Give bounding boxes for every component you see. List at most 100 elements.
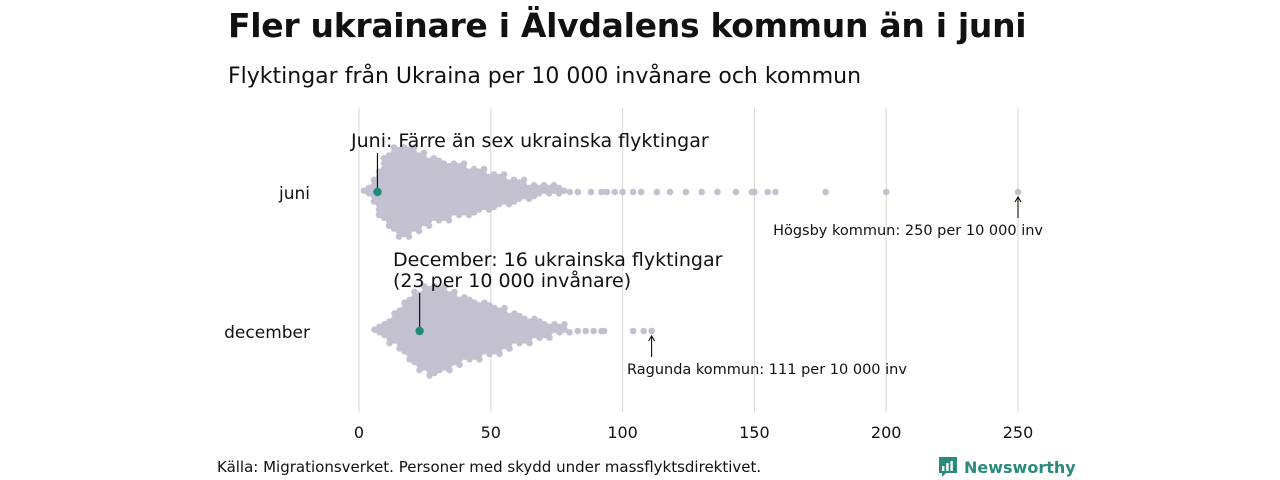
dot — [506, 334, 513, 342]
dot — [386, 334, 393, 342]
dot — [471, 299, 478, 307]
dot — [430, 192, 438, 200]
dot — [370, 182, 378, 189]
dot — [516, 318, 523, 325]
dot — [446, 366, 453, 374]
dot — [416, 339, 423, 347]
dot — [491, 304, 498, 312]
dot — [421, 348, 428, 355]
dot — [410, 165, 418, 173]
dot — [406, 296, 413, 304]
dot — [546, 323, 553, 331]
dot — [476, 318, 483, 325]
dot — [471, 342, 478, 350]
dot — [531, 315, 538, 323]
dot — [480, 198, 488, 205]
outlier-dot — [566, 188, 574, 196]
dot — [441, 358, 448, 366]
dot — [390, 176, 398, 184]
dot — [380, 198, 388, 205]
dot — [430, 155, 438, 162]
dot — [431, 283, 438, 290]
dot — [415, 152, 423, 159]
dot — [390, 171, 398, 178]
dot — [380, 176, 388, 184]
dot — [426, 302, 433, 309]
dot — [411, 337, 418, 344]
dot — [475, 200, 483, 208]
dot — [415, 211, 423, 219]
dot — [516, 329, 523, 336]
dot — [451, 304, 458, 312]
dot — [395, 211, 403, 219]
dot — [540, 182, 548, 189]
dot — [445, 195, 453, 202]
dot — [536, 334, 543, 342]
dot — [411, 315, 418, 323]
dot — [491, 321, 498, 328]
dot — [481, 304, 488, 312]
dot — [520, 176, 528, 184]
dot — [441, 304, 448, 312]
dot — [411, 288, 418, 296]
dot — [416, 334, 423, 342]
dot — [410, 192, 418, 200]
dot — [395, 146, 403, 154]
dot — [426, 307, 433, 315]
outlier-dot — [637, 188, 645, 196]
dot — [415, 195, 423, 202]
dot — [426, 291, 433, 298]
dot — [385, 168, 393, 175]
dot — [470, 192, 478, 200]
dot — [501, 310, 508, 317]
dot — [451, 337, 458, 344]
dot — [465, 206, 473, 213]
dot — [451, 342, 458, 350]
dot — [425, 163, 433, 170]
dot — [536, 329, 543, 336]
dot — [480, 192, 488, 200]
dot — [500, 171, 508, 178]
dot — [400, 225, 408, 232]
dot — [390, 225, 398, 232]
dot — [481, 331, 488, 339]
dot — [461, 299, 468, 307]
dot — [441, 315, 448, 323]
dot — [375, 195, 383, 202]
dot — [436, 339, 443, 347]
dot — [421, 304, 428, 312]
dot — [466, 302, 473, 309]
dot — [376, 329, 383, 336]
dot — [500, 187, 508, 194]
dot — [500, 176, 508, 184]
dot — [436, 285, 443, 293]
x-tick-label: 200 — [871, 423, 902, 442]
dot — [405, 152, 413, 159]
dot — [410, 214, 418, 221]
outlier-dot — [611, 188, 618, 196]
dot — [481, 299, 488, 307]
dot — [426, 323, 433, 331]
dot — [436, 318, 443, 325]
dot — [396, 345, 403, 352]
dot — [495, 200, 503, 208]
outlier-dot — [603, 188, 611, 196]
dot — [506, 318, 513, 325]
dot — [506, 329, 513, 336]
dot — [405, 233, 413, 240]
dot — [425, 222, 433, 229]
brand-logo: Newsworthy — [938, 456, 1076, 478]
dot — [375, 200, 383, 208]
dot — [510, 176, 518, 184]
dot — [526, 323, 533, 331]
dot — [470, 209, 478, 216]
dot — [505, 190, 513, 197]
dot — [445, 206, 453, 213]
dot — [485, 200, 493, 208]
outlier-dot — [582, 327, 589, 335]
dot — [471, 321, 478, 328]
dot — [395, 179, 403, 186]
dot — [406, 329, 413, 336]
dot — [420, 187, 428, 194]
dot — [560, 187, 568, 194]
